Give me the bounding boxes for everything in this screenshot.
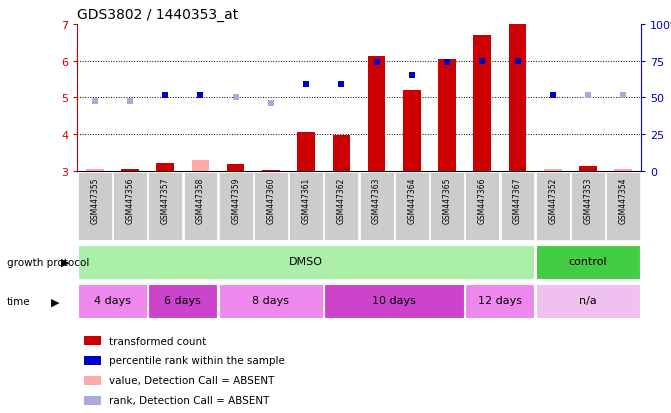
Text: GSM447357: GSM447357 bbox=[161, 177, 170, 223]
Bar bbox=[121, 170, 139, 171]
FancyBboxPatch shape bbox=[148, 285, 217, 318]
Text: 8 days: 8 days bbox=[252, 296, 289, 306]
Bar bbox=[86, 170, 103, 171]
Bar bbox=[438, 59, 456, 171]
Text: GSM447362: GSM447362 bbox=[337, 177, 346, 223]
Text: control: control bbox=[568, 256, 607, 266]
Text: GSM447365: GSM447365 bbox=[443, 177, 452, 223]
FancyBboxPatch shape bbox=[360, 172, 393, 241]
Text: DMSO: DMSO bbox=[289, 256, 323, 266]
Point bbox=[442, 60, 452, 66]
Text: ▶: ▶ bbox=[51, 297, 59, 306]
FancyBboxPatch shape bbox=[536, 172, 570, 241]
Text: 10 days: 10 days bbox=[372, 296, 416, 306]
Text: GSM447360: GSM447360 bbox=[266, 177, 275, 223]
Text: time: time bbox=[7, 297, 30, 306]
Text: 4 days: 4 days bbox=[94, 296, 131, 306]
Point bbox=[195, 93, 206, 100]
Text: GSM447366: GSM447366 bbox=[478, 177, 486, 223]
Text: GSM447358: GSM447358 bbox=[196, 177, 205, 223]
FancyBboxPatch shape bbox=[571, 172, 605, 241]
FancyBboxPatch shape bbox=[466, 285, 534, 318]
FancyBboxPatch shape bbox=[607, 172, 640, 241]
Text: GSM447359: GSM447359 bbox=[231, 177, 240, 223]
Bar bbox=[368, 57, 385, 171]
Bar bbox=[192, 160, 209, 171]
Point bbox=[407, 73, 417, 79]
FancyBboxPatch shape bbox=[325, 285, 464, 318]
Point bbox=[548, 93, 558, 100]
Text: GSM447356: GSM447356 bbox=[125, 177, 134, 223]
Point bbox=[371, 60, 382, 66]
FancyBboxPatch shape bbox=[219, 285, 323, 318]
Bar bbox=[474, 36, 491, 171]
FancyBboxPatch shape bbox=[219, 172, 252, 241]
Text: GSM447353: GSM447353 bbox=[584, 177, 592, 223]
FancyBboxPatch shape bbox=[430, 172, 464, 241]
Text: GSM447361: GSM447361 bbox=[302, 177, 311, 223]
FancyBboxPatch shape bbox=[78, 285, 147, 318]
Text: 6 days: 6 days bbox=[164, 296, 201, 306]
Point bbox=[125, 98, 136, 105]
Text: 12 days: 12 days bbox=[478, 296, 522, 306]
Bar bbox=[333, 136, 350, 171]
FancyBboxPatch shape bbox=[148, 172, 182, 241]
Text: value, Detection Call = ABSENT: value, Detection Call = ABSENT bbox=[109, 375, 274, 385]
FancyBboxPatch shape bbox=[501, 172, 534, 241]
FancyBboxPatch shape bbox=[536, 245, 640, 279]
FancyBboxPatch shape bbox=[325, 172, 358, 241]
Point bbox=[477, 58, 488, 65]
FancyBboxPatch shape bbox=[78, 245, 534, 279]
Text: GSM447352: GSM447352 bbox=[548, 177, 557, 223]
Text: n/a: n/a bbox=[579, 296, 597, 306]
Text: transformed count: transformed count bbox=[109, 336, 206, 346]
Text: percentile rank within the sample: percentile rank within the sample bbox=[109, 356, 285, 366]
Text: GSM447367: GSM447367 bbox=[513, 177, 522, 223]
FancyBboxPatch shape bbox=[254, 172, 288, 241]
Text: GDS3802 / 1440353_at: GDS3802 / 1440353_at bbox=[77, 8, 238, 22]
Text: growth protocol: growth protocol bbox=[7, 257, 89, 267]
FancyBboxPatch shape bbox=[395, 172, 429, 241]
Text: rank, Detection Call = ABSENT: rank, Detection Call = ABSENT bbox=[109, 395, 269, 405]
Bar bbox=[579, 167, 597, 171]
Point bbox=[230, 95, 241, 102]
Text: GSM447363: GSM447363 bbox=[372, 177, 381, 223]
Bar bbox=[615, 170, 632, 171]
Text: GSM447355: GSM447355 bbox=[91, 177, 99, 223]
Bar bbox=[509, 25, 526, 171]
Point bbox=[618, 93, 629, 100]
Point bbox=[160, 93, 170, 100]
FancyBboxPatch shape bbox=[289, 172, 323, 241]
FancyBboxPatch shape bbox=[113, 172, 147, 241]
FancyBboxPatch shape bbox=[536, 285, 640, 318]
Bar bbox=[403, 91, 421, 171]
Point bbox=[266, 100, 276, 107]
Point bbox=[512, 58, 523, 65]
Bar bbox=[227, 165, 244, 171]
Point bbox=[89, 98, 100, 105]
FancyBboxPatch shape bbox=[466, 172, 499, 241]
Text: GSM447364: GSM447364 bbox=[407, 177, 416, 223]
Text: ▶: ▶ bbox=[61, 257, 69, 267]
Point bbox=[301, 82, 311, 88]
FancyBboxPatch shape bbox=[78, 172, 111, 241]
Bar bbox=[544, 170, 562, 171]
Point bbox=[582, 93, 593, 100]
Bar bbox=[297, 133, 315, 171]
Point bbox=[336, 82, 347, 88]
Bar bbox=[156, 163, 174, 171]
Text: GSM447354: GSM447354 bbox=[619, 177, 627, 223]
FancyBboxPatch shape bbox=[184, 172, 217, 241]
